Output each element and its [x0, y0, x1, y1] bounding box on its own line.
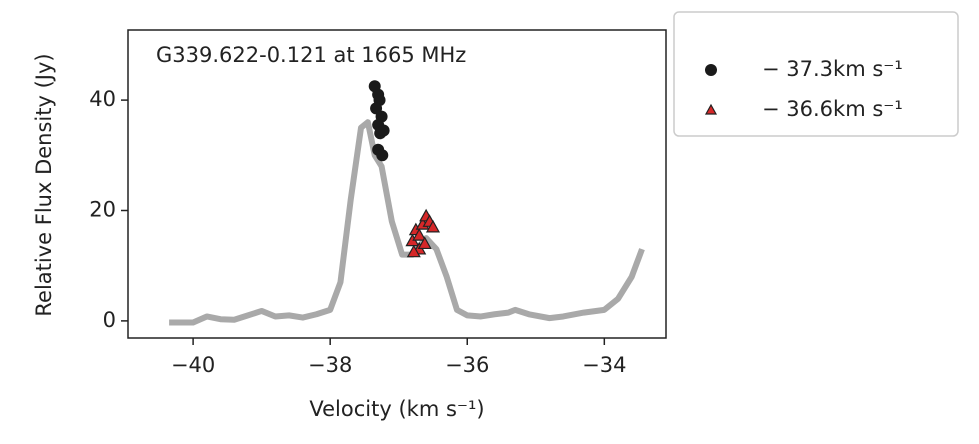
triangle-marker	[425, 219, 441, 233]
triangle-marker	[412, 228, 427, 241]
y-axis-label: Relative Flux Density (Jy)	[32, 53, 56, 316]
y-tick-label: 40	[89, 87, 116, 111]
legend-box	[673, 11, 959, 137]
y-tick-label: 20	[89, 197, 116, 221]
annotation: G339.622-0.121 at 1665 MHz	[156, 43, 466, 67]
legend-marker	[705, 64, 717, 76]
triangle-marker	[406, 244, 421, 258]
legend-label: − 36.6km s⁻¹	[762, 97, 903, 121]
x-tick-label: −38	[308, 353, 352, 377]
x-tick-label: −40	[171, 353, 215, 377]
circle-marker	[377, 124, 390, 137]
legend-label: − 37.3km s⁻¹	[762, 57, 903, 81]
x-axis-label: Velocity (km s⁻¹)	[309, 397, 484, 421]
triangle-marker	[417, 236, 432, 250]
y-tick-label: 0	[103, 308, 116, 332]
legend-marker	[704, 103, 718, 115]
plot-frame	[127, 29, 667, 339]
circle-marker	[376, 149, 389, 162]
spectrum-line	[169, 119, 645, 326]
x-tick-label: −34	[582, 353, 626, 377]
x-tick-label: −36	[445, 353, 489, 377]
